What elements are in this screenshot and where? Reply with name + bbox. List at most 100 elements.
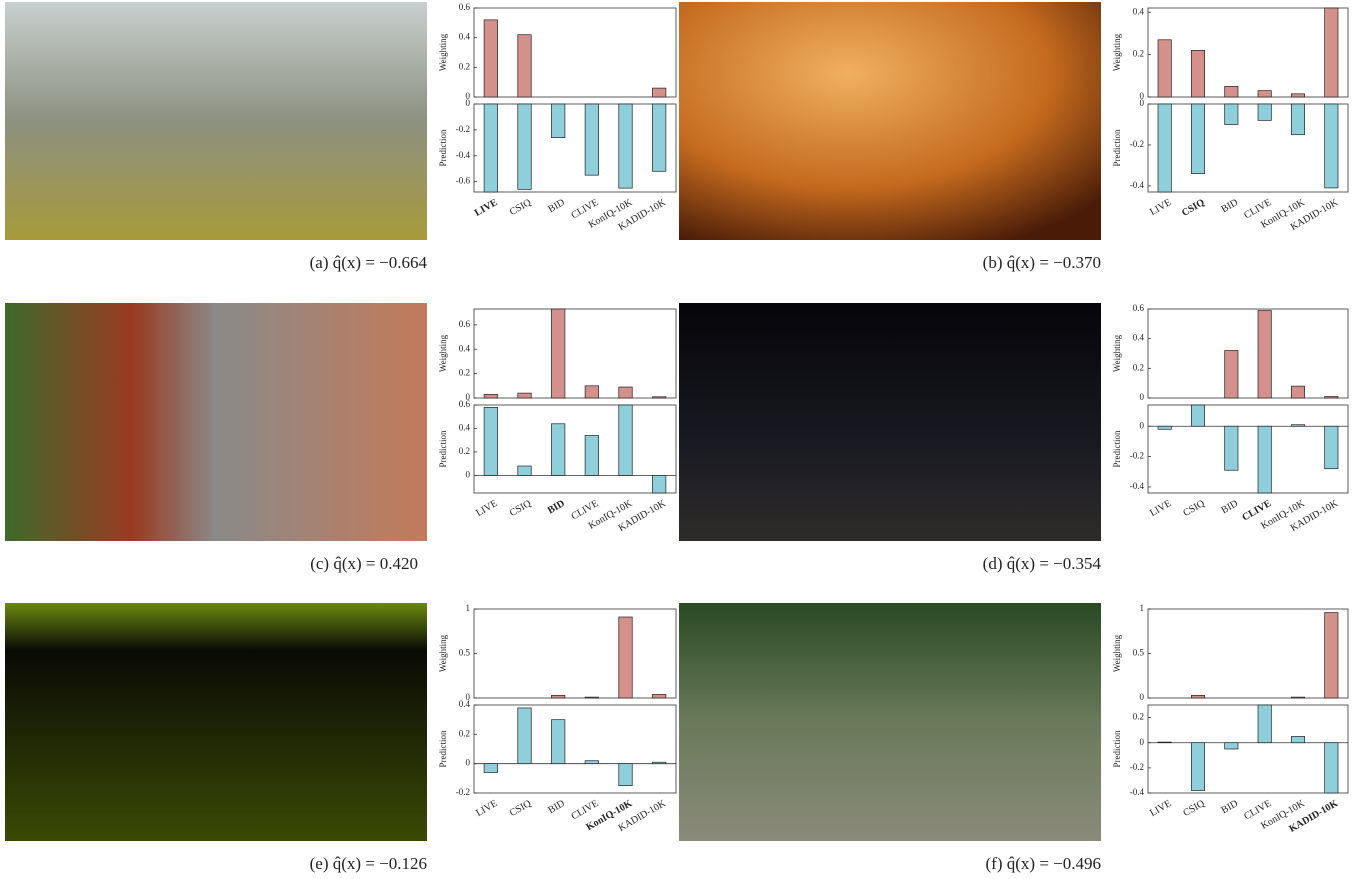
x-tick-label: LIVE bbox=[1148, 197, 1173, 218]
y-tick-label: 0 bbox=[466, 758, 471, 768]
y-tick-label: 0.4 bbox=[1133, 333, 1145, 343]
bar bbox=[584, 435, 599, 476]
photo bbox=[679, 303, 1101, 541]
x-tick-label: CSIQ bbox=[1181, 798, 1207, 819]
y-tick-label: 0 bbox=[466, 98, 471, 108]
y-axis-label: Prediction bbox=[1112, 430, 1122, 467]
x-tick-label: CSIQ bbox=[508, 498, 534, 519]
axes-box bbox=[1147, 404, 1349, 494]
caption: (d) q̂(x) = −0.354 bbox=[983, 554, 1102, 573]
axes-box bbox=[473, 103, 677, 193]
bar bbox=[1190, 50, 1206, 98]
bar bbox=[1324, 425, 1339, 470]
x-tick-label: BID bbox=[1220, 498, 1240, 516]
bar bbox=[584, 385, 599, 399]
bar bbox=[1157, 103, 1172, 193]
y-tick-label: -0.4 bbox=[1130, 481, 1145, 491]
y-tick-label: 0 bbox=[1140, 91, 1145, 101]
y-axis-label: Prediction bbox=[438, 430, 448, 467]
y-axis-label: Weighting bbox=[1112, 334, 1122, 372]
bar bbox=[1290, 103, 1306, 136]
bar bbox=[652, 694, 667, 699]
bar bbox=[483, 393, 498, 399]
bar bbox=[1157, 39, 1172, 98]
bar bbox=[483, 103, 498, 193]
bar bbox=[551, 103, 566, 138]
axes-box bbox=[1147, 608, 1349, 699]
y-tick-label: 0 bbox=[466, 692, 471, 702]
x-tick-label: BID bbox=[546, 197, 566, 215]
x-tick-label: LIVE bbox=[1148, 498, 1173, 519]
bar bbox=[551, 694, 566, 699]
bar bbox=[1290, 736, 1306, 744]
bar bbox=[1324, 742, 1339, 794]
y-tick-label: 0 bbox=[1140, 392, 1145, 402]
x-tick-label: LIVE bbox=[1148, 798, 1173, 819]
bar bbox=[652, 87, 667, 98]
y-tick-label: 1 bbox=[466, 603, 471, 613]
photo bbox=[679, 603, 1101, 841]
y-tick-label: 0.4 bbox=[459, 423, 471, 433]
y-tick-label: -0.2 bbox=[1130, 762, 1144, 772]
y-tick-label: -0.2 bbox=[1130, 451, 1144, 461]
bar bbox=[551, 308, 566, 399]
bar bbox=[1190, 742, 1206, 791]
bar bbox=[618, 763, 633, 787]
bar bbox=[584, 760, 599, 765]
y-tick-label: -0.4 bbox=[1130, 180, 1145, 190]
y-tick-label: 0 bbox=[1140, 98, 1145, 108]
x-tick-label: LIVE bbox=[474, 798, 499, 819]
y-tick-label: -0.4 bbox=[1130, 787, 1145, 797]
x-tick-label: BID bbox=[546, 498, 567, 516]
bar bbox=[1290, 696, 1306, 699]
y-tick-label: 0.2 bbox=[459, 61, 470, 71]
bar bbox=[652, 103, 667, 172]
bar bbox=[618, 616, 633, 699]
caption: (b) q̂(x) = −0.370 bbox=[983, 253, 1101, 272]
x-tick-label: LIVE bbox=[473, 197, 500, 219]
bar bbox=[1224, 86, 1239, 98]
photo bbox=[5, 303, 427, 541]
bar bbox=[584, 696, 599, 699]
y-axis-label: Weighting bbox=[438, 634, 448, 672]
x-tick-label: BID bbox=[546, 798, 566, 816]
caption: (c) q̂(x) = 0.420 bbox=[310, 554, 418, 573]
y-tick-label: 0 bbox=[466, 469, 471, 479]
bar bbox=[1157, 425, 1172, 430]
axes-box bbox=[473, 7, 677, 98]
y-tick-label: 0.4 bbox=[459, 32, 471, 42]
y-axis-label: Weighting bbox=[438, 33, 448, 71]
bar bbox=[1190, 694, 1206, 699]
bar bbox=[652, 396, 667, 399]
bar bbox=[1290, 93, 1306, 98]
photo bbox=[5, 603, 427, 841]
bar bbox=[618, 103, 633, 189]
bar bbox=[1324, 612, 1339, 699]
bar bbox=[1157, 741, 1172, 744]
y-tick-label: 0 bbox=[1140, 737, 1145, 747]
axes-box bbox=[473, 608, 677, 699]
x-tick-label: CSIQ bbox=[508, 798, 534, 819]
bar bbox=[1224, 350, 1239, 399]
axes-box bbox=[473, 704, 677, 794]
bar bbox=[483, 19, 498, 98]
y-tick-label: 0.2 bbox=[459, 368, 470, 378]
x-tick-label: CSIQ bbox=[1180, 197, 1207, 219]
y-tick-label: 0.4 bbox=[459, 343, 471, 353]
bar bbox=[1190, 103, 1206, 174]
bar bbox=[1324, 103, 1339, 189]
axes-box bbox=[1147, 103, 1349, 193]
bar bbox=[1257, 103, 1272, 121]
y-axis-label: Prediction bbox=[1112, 730, 1122, 767]
x-tick-label: LIVE bbox=[474, 498, 499, 519]
bar bbox=[1224, 103, 1239, 125]
y-tick-label: 0 bbox=[466, 392, 471, 402]
caption: (a) q̂(x) = −0.664 bbox=[310, 253, 428, 272]
y-tick-label: 0.4 bbox=[459, 699, 471, 709]
bar bbox=[517, 707, 532, 765]
photo bbox=[679, 2, 1101, 240]
y-tick-label: 0 bbox=[1140, 692, 1145, 702]
bar bbox=[618, 386, 633, 399]
axes-box bbox=[1147, 7, 1349, 98]
